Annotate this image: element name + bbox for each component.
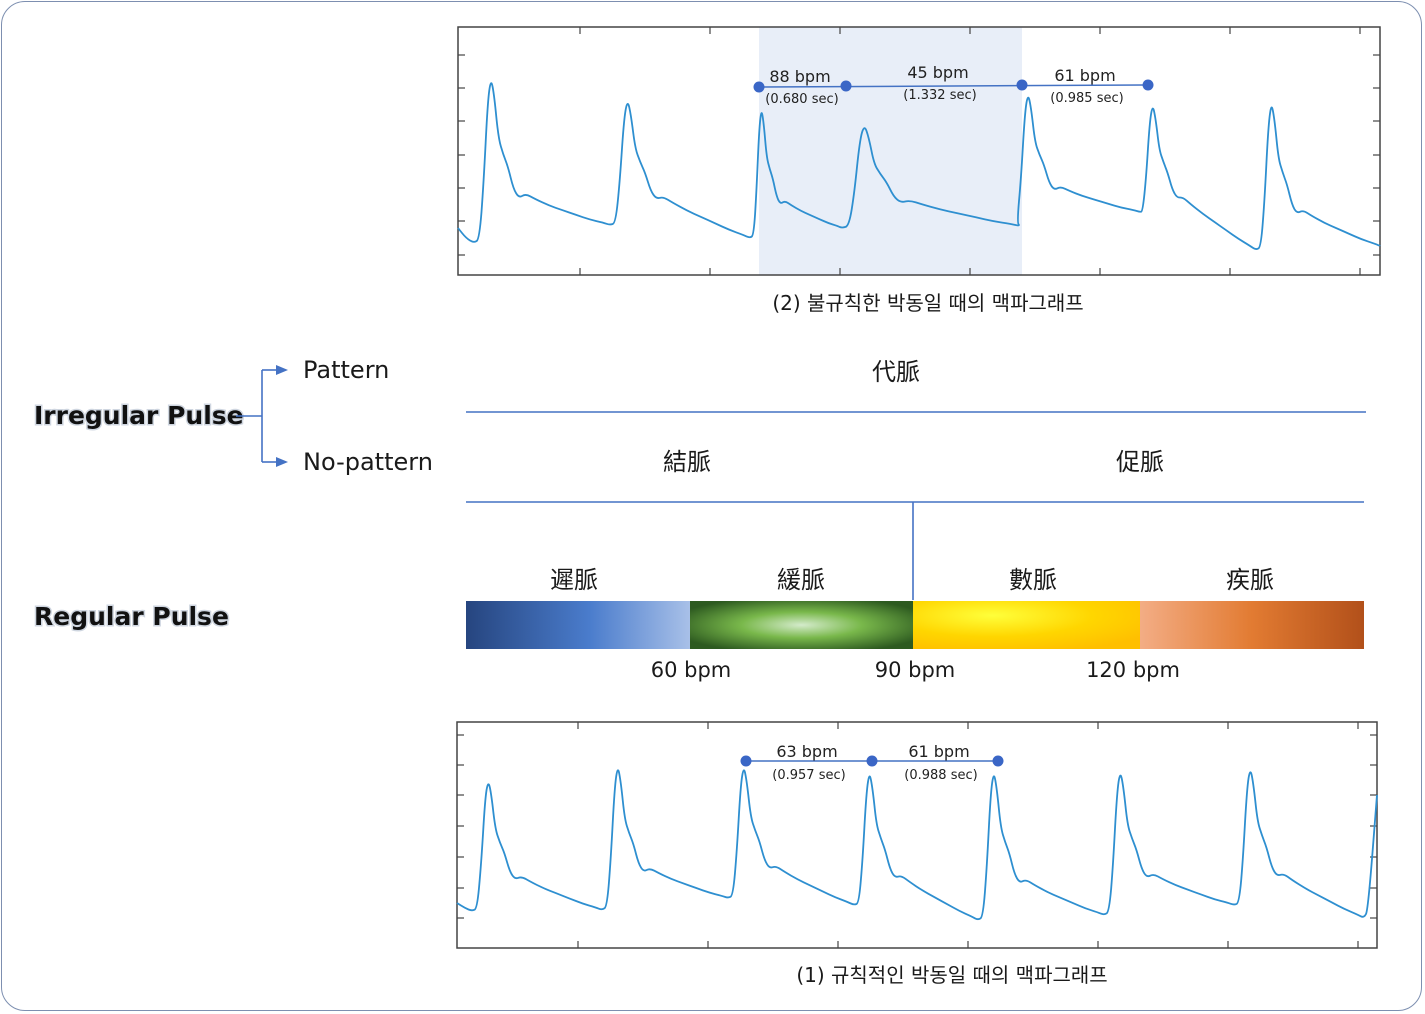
branch-nopattern-label: No-pattern (303, 448, 433, 476)
pulse-waveform (457, 82, 1381, 250)
pulse-waveform (456, 769, 1378, 921)
threshold-label: 120 bpm (1086, 658, 1180, 682)
arrow-right-icon (276, 457, 288, 467)
arrow-right-icon (276, 365, 288, 375)
beat-marker (992, 755, 1004, 767)
beat-marker (840, 80, 852, 92)
scale-segment-rapid (913, 601, 1140, 649)
interval-bpm: 88 bpm (769, 67, 830, 86)
branch-connector (236, 369, 278, 463)
graph-caption: (1) 규칙적인 박동일 때의 맥파그래프 (796, 963, 1107, 987)
regular-pulse-title: Regular Pulse (34, 602, 229, 631)
graph-frame (457, 26, 1381, 276)
graph-caption: (2) 불규칙한 박동일 때의 맥파그래프 (772, 291, 1083, 315)
beat-marker (740, 755, 752, 767)
category-label: 數脈 (1009, 566, 1057, 594)
nopattern-slow-label: 結脈 (663, 448, 711, 476)
scale-segment-slow (466, 601, 690, 649)
scale-segment-moderate (690, 601, 913, 649)
category-label: 緩脈 (777, 566, 825, 594)
interval-seconds: (1.332 sec) (903, 88, 976, 103)
interval-bpm: 45 bpm (907, 63, 968, 82)
irregular-pulse-title: Irregular Pulse (34, 401, 244, 430)
beat-marker (1016, 79, 1028, 91)
interval-seconds: (0.957 sec) (772, 768, 845, 783)
regular-pulse-graph: 63 bpm (0.957 sec) 61 bpm (0.988 sec) (1… (456, 721, 1378, 987)
pattern-type-label: 代脈 (872, 358, 920, 386)
category-label: 疾脈 (1226, 566, 1274, 594)
interval-seconds: (0.680 sec) (765, 92, 838, 107)
threshold-label: 90 bpm (875, 658, 956, 682)
interval-bpm: 61 bpm (908, 742, 969, 761)
interval-bpm: 63 bpm (776, 742, 837, 761)
irregular-pulse-classification: Irregular Pulse Pattern No-pattern 代脈 結脈… (33, 356, 1366, 600)
interval-line (758, 84, 1149, 88)
irregular-pulse-graph: 88 bpm (0.680 sec) 45 bpm (1.332 sec) 61… (457, 26, 1381, 315)
nopattern-fast-label: 促脈 (1116, 448, 1164, 476)
regular-pulse-scale: Regular Pulse 遲脈 緩脈 數脈 疾脈 60 bpm 90 bpm … (33, 566, 1364, 682)
graph-ticks (458, 27, 1380, 275)
branch-pattern-label: Pattern (303, 356, 389, 384)
interval-seconds: (0.985 sec) (1050, 91, 1123, 106)
interval-bpm: 61 bpm (1054, 66, 1115, 85)
beat-marker (753, 81, 765, 93)
category-label: 遲脈 (550, 566, 598, 594)
interval-seconds: (0.988 sec) (904, 768, 977, 783)
beat-marker (1142, 79, 1154, 91)
threshold-label: 60 bpm (651, 658, 732, 682)
beat-marker (866, 755, 878, 767)
highlight-region (759, 27, 1022, 275)
scale-segment-very-rapid (1140, 601, 1364, 649)
graph-frame (456, 721, 1378, 949)
graph-ticks (457, 722, 1377, 948)
